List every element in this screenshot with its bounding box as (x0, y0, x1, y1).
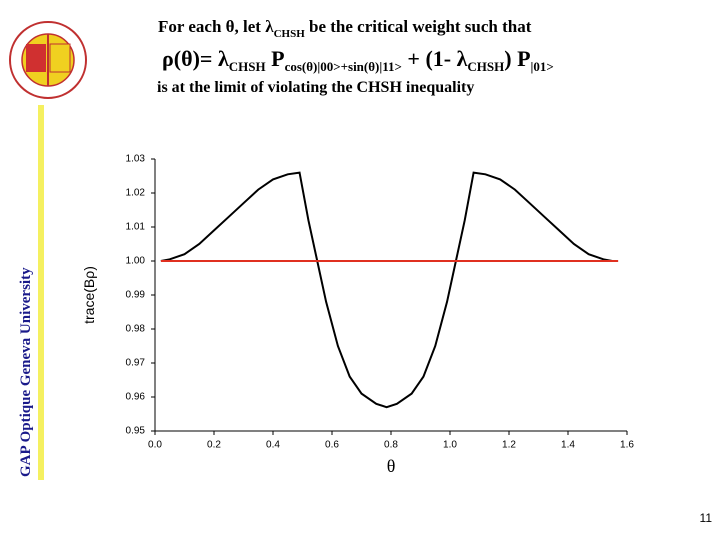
subscript: CHSH (274, 28, 306, 40)
x-tick-label: 0.4 (266, 440, 280, 451)
y-tick-label: 1.03 (126, 154, 146, 165)
subscript: CHSH (467, 59, 504, 74)
y-tick-label: 1.02 (126, 188, 146, 199)
subscript: CHSH (229, 59, 266, 74)
text-part: P (266, 46, 285, 71)
x-tick-label: 0.2 (207, 440, 221, 451)
y-tick-label: 0.96 (126, 392, 146, 403)
x-tick-label: 0.0 (148, 440, 162, 451)
text-part: be the critical weight such that (305, 17, 532, 36)
y-axis-label: trace(Bρ) (81, 266, 97, 324)
formula: ρ(θ)= λCHSH Pcos(θ)|00>+sin(θ)|11> + (1-… (162, 46, 554, 74)
y-tick-label: 0.95 (126, 426, 146, 437)
x-tick-label: 1.2 (502, 440, 516, 451)
sidebar-text: GAP Optique Geneva University (18, 267, 34, 477)
text-part: ρ(θ)= λ (162, 46, 229, 71)
text-part: ) P (504, 46, 530, 71)
subscript: cos(θ)|00>+sin(θ)|11> (285, 59, 402, 74)
y-tick-label: 1.01 (126, 222, 146, 233)
x-tick-label: 0.8 (384, 440, 398, 451)
x-tick-label: 1.6 (620, 440, 634, 451)
heading: For each θ, let λCHSH be the critical we… (158, 17, 532, 40)
x-axis-label: θ (387, 456, 396, 476)
sidebar-bar (38, 105, 44, 480)
y-tick-label: 0.98 (126, 324, 146, 335)
x-tick-label: 1.0 (443, 440, 457, 451)
subscript: |01> (531, 59, 554, 74)
caption: is at the limit of violating the CHSH in… (157, 79, 474, 96)
y-tick-label: 0.99 (126, 290, 146, 301)
page-number: 11 (700, 511, 713, 525)
logo (9, 21, 87, 99)
x-tick-label: 0.6 (325, 440, 339, 451)
text-part: + (1- λ (402, 46, 468, 71)
y-tick-label: 1.00 (126, 256, 146, 267)
text-part: For each θ, let λ (158, 17, 274, 36)
y-tick-label: 0.97 (126, 358, 146, 369)
x-tick-label: 1.4 (561, 440, 575, 451)
line-series (160, 171, 613, 409)
